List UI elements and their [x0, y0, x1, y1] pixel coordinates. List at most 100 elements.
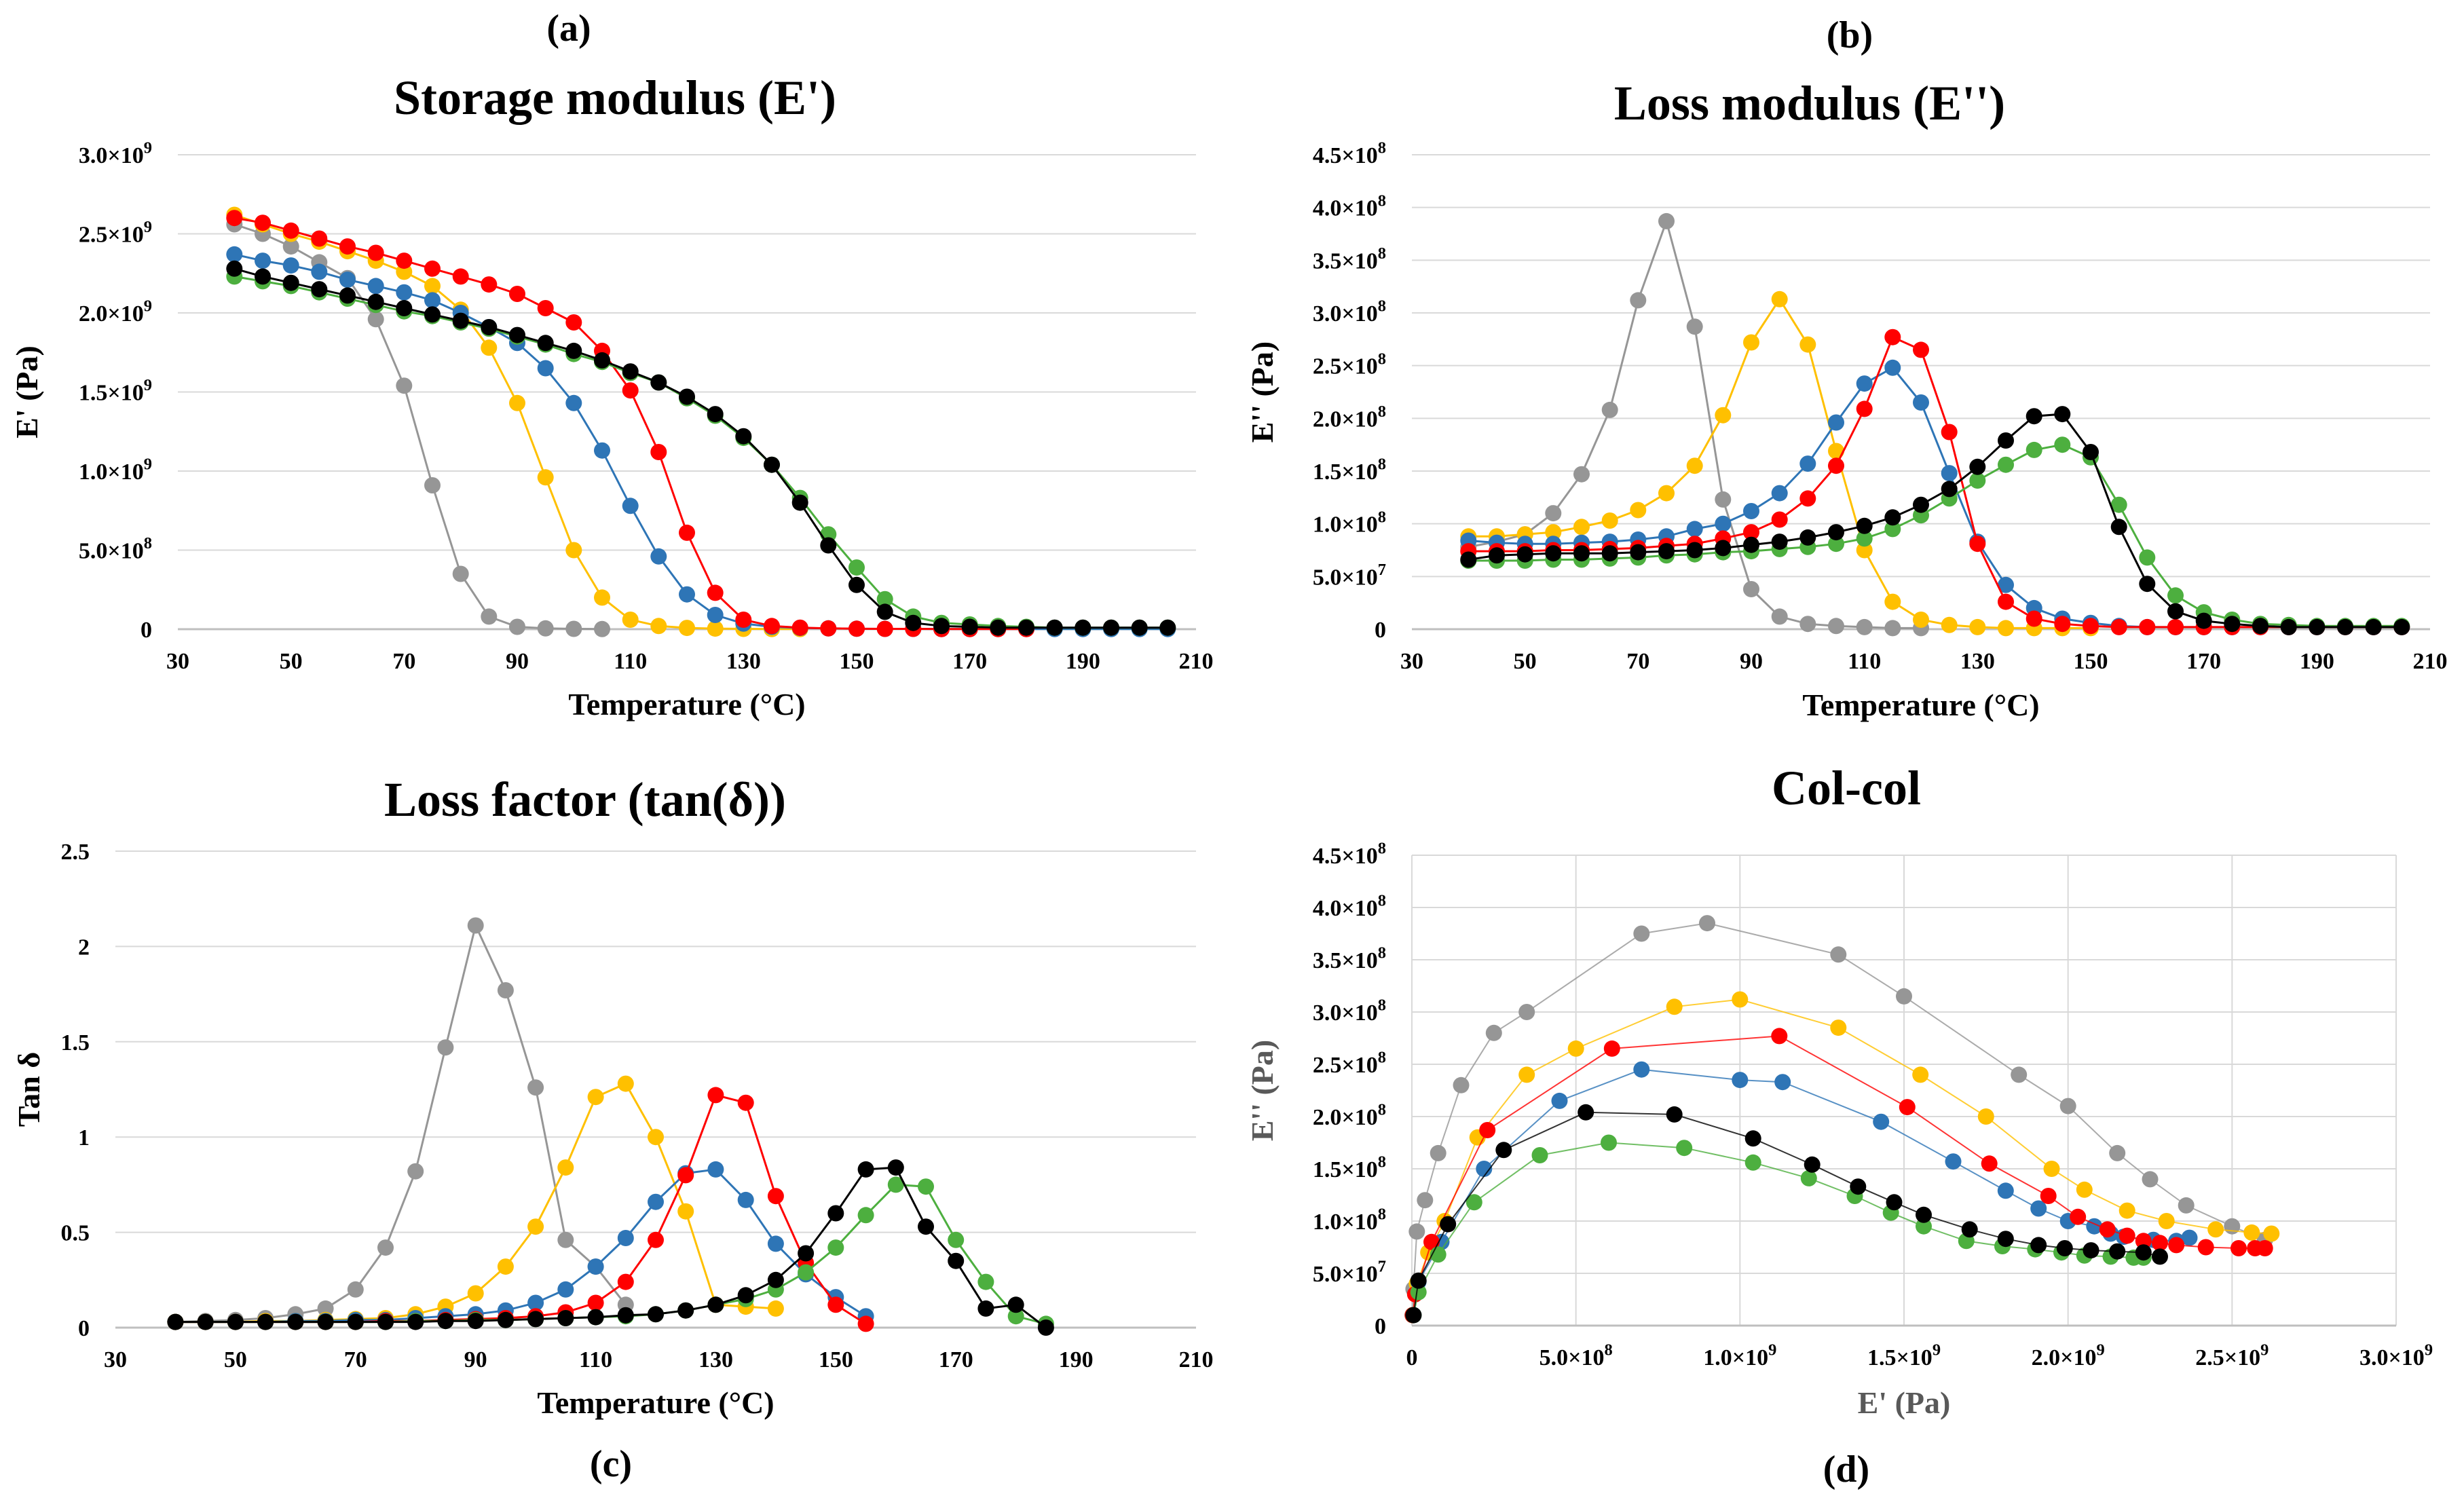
data-point [452, 565, 469, 582]
data-point [650, 618, 667, 635]
data-point [1884, 329, 1901, 345]
data-point [1799, 529, 1816, 546]
data-point [767, 1235, 784, 1252]
x-tick-label-exponent: 9 [2260, 1341, 2269, 1360]
x-tick-label: 110 [1848, 649, 1881, 674]
y-tick-label-exponent: 8 [1378, 1153, 1386, 1172]
y-tick-label-mantissa: 3.0×10 [79, 143, 144, 168]
data-point [377, 1313, 394, 1330]
data-point [1804, 1156, 1821, 1173]
x-tick-label: 0 [1406, 1345, 1418, 1370]
y-axis-title: E' (Pa) [10, 345, 44, 438]
data-point [1828, 536, 1844, 553]
data-point [707, 584, 724, 601]
panel-a: (a)Storage modulus (E')05.0×1081.0×1091.… [10, 7, 1214, 722]
data-point [1545, 505, 1562, 522]
data-point [537, 360, 554, 377]
series-gray [1404, 915, 2273, 1324]
x-tick-label: 130 [726, 649, 761, 674]
data-point [2263, 1225, 2280, 1242]
data-point [424, 278, 441, 295]
data-point [227, 1313, 244, 1330]
data-point [617, 1273, 634, 1290]
y-tick-label: 2.0×108 [1313, 402, 1386, 432]
data-point [948, 1231, 965, 1248]
x-tick-label: 2.5×109 [2195, 1341, 2269, 1370]
data-point [1453, 1076, 1470, 1093]
data-point [2040, 1188, 2057, 1204]
data-point [679, 524, 695, 541]
data-point [1771, 608, 1788, 625]
data-point [2083, 444, 2099, 460]
data-point [1479, 1122, 1496, 1138]
data-point [2167, 618, 2184, 635]
y-tick-label-exponent: 8 [1378, 139, 1386, 157]
data-point [565, 314, 582, 331]
chart-title: Col-col [1772, 761, 1921, 815]
y-tick-label: 2.5×108 [1313, 1049, 1386, 1078]
y-tick-label: 2.5 [61, 840, 90, 865]
data-point [764, 618, 780, 635]
data-point [617, 1075, 634, 1092]
data-point [2139, 576, 2156, 593]
data-point [2181, 1229, 2198, 1246]
series-line [175, 922, 627, 1324]
series-line [234, 267, 1168, 629]
data-point [594, 620, 610, 637]
data-point [677, 1203, 694, 1220]
y-tick-label-exponent: 8 [1378, 297, 1386, 316]
data-point [407, 1313, 424, 1330]
data-point [282, 238, 299, 255]
data-point [679, 586, 695, 603]
y-tick-label-exponent: 8 [1378, 455, 1386, 474]
data-point [2197, 1239, 2214, 1256]
y-axis-title: E'' (Pa) [1245, 341, 1280, 443]
x-tick-label: 5.0×108 [1539, 1341, 1613, 1370]
data-point [509, 326, 525, 343]
data-point [557, 1281, 574, 1298]
data-point [424, 292, 441, 309]
x-tick-label-mantissa: 0 [1406, 1345, 1418, 1370]
data-point [1884, 593, 1901, 610]
series-green [1460, 436, 2410, 635]
data-point [2059, 1098, 2076, 1115]
y-tick-label-exponent: 8 [1378, 840, 1386, 858]
x-tick-label: 190 [1059, 1347, 1094, 1372]
data-point [1998, 432, 2014, 449]
y-tick-label-mantissa: 1.5×10 [79, 381, 144, 406]
data-point [2026, 610, 2042, 627]
y-tick-label-mantissa: 1.5 [61, 1030, 90, 1055]
data-point [977, 1300, 994, 1317]
x-tick-label-mantissa: 2.0×10 [2032, 1345, 2097, 1370]
x-tick-label-exponent: 9 [1933, 1341, 1941, 1360]
y-tick-label-mantissa: 3.0×10 [1313, 301, 1378, 326]
y-tick-label-mantissa: 5.0×10 [1313, 565, 1378, 590]
data-point [1969, 458, 1986, 475]
panel-label: (a) [546, 7, 591, 50]
data-point [255, 252, 271, 269]
data-point [1601, 401, 1618, 418]
y-tick-label-mantissa: 2.5×10 [1313, 1053, 1378, 1078]
data-point [1856, 375, 1873, 392]
y-tick-label-exponent: 8 [1378, 996, 1386, 1015]
data-point [2026, 408, 2042, 425]
panel-label: (c) [590, 1443, 632, 1485]
data-point [1886, 1194, 1903, 1211]
y-tick-label: 1.5×108 [1313, 1153, 1386, 1182]
data-point [2054, 406, 2071, 423]
data-point [1997, 1182, 2014, 1199]
data-point [648, 1231, 664, 1248]
data-point [948, 1252, 965, 1269]
data-point [767, 1188, 784, 1205]
data-point [820, 537, 837, 554]
data-point [707, 1296, 724, 1313]
y-tick-label: 1.0×109 [79, 455, 152, 485]
y-tick-label: 2.0×109 [79, 297, 152, 326]
y-tick-label-exponent: 9 [144, 455, 152, 474]
data-point [2083, 1242, 2099, 1259]
data-point [1410, 1272, 1427, 1289]
data-point [1771, 291, 1788, 307]
data-point [255, 214, 271, 231]
data-point [287, 1313, 304, 1330]
data-point [622, 363, 639, 380]
